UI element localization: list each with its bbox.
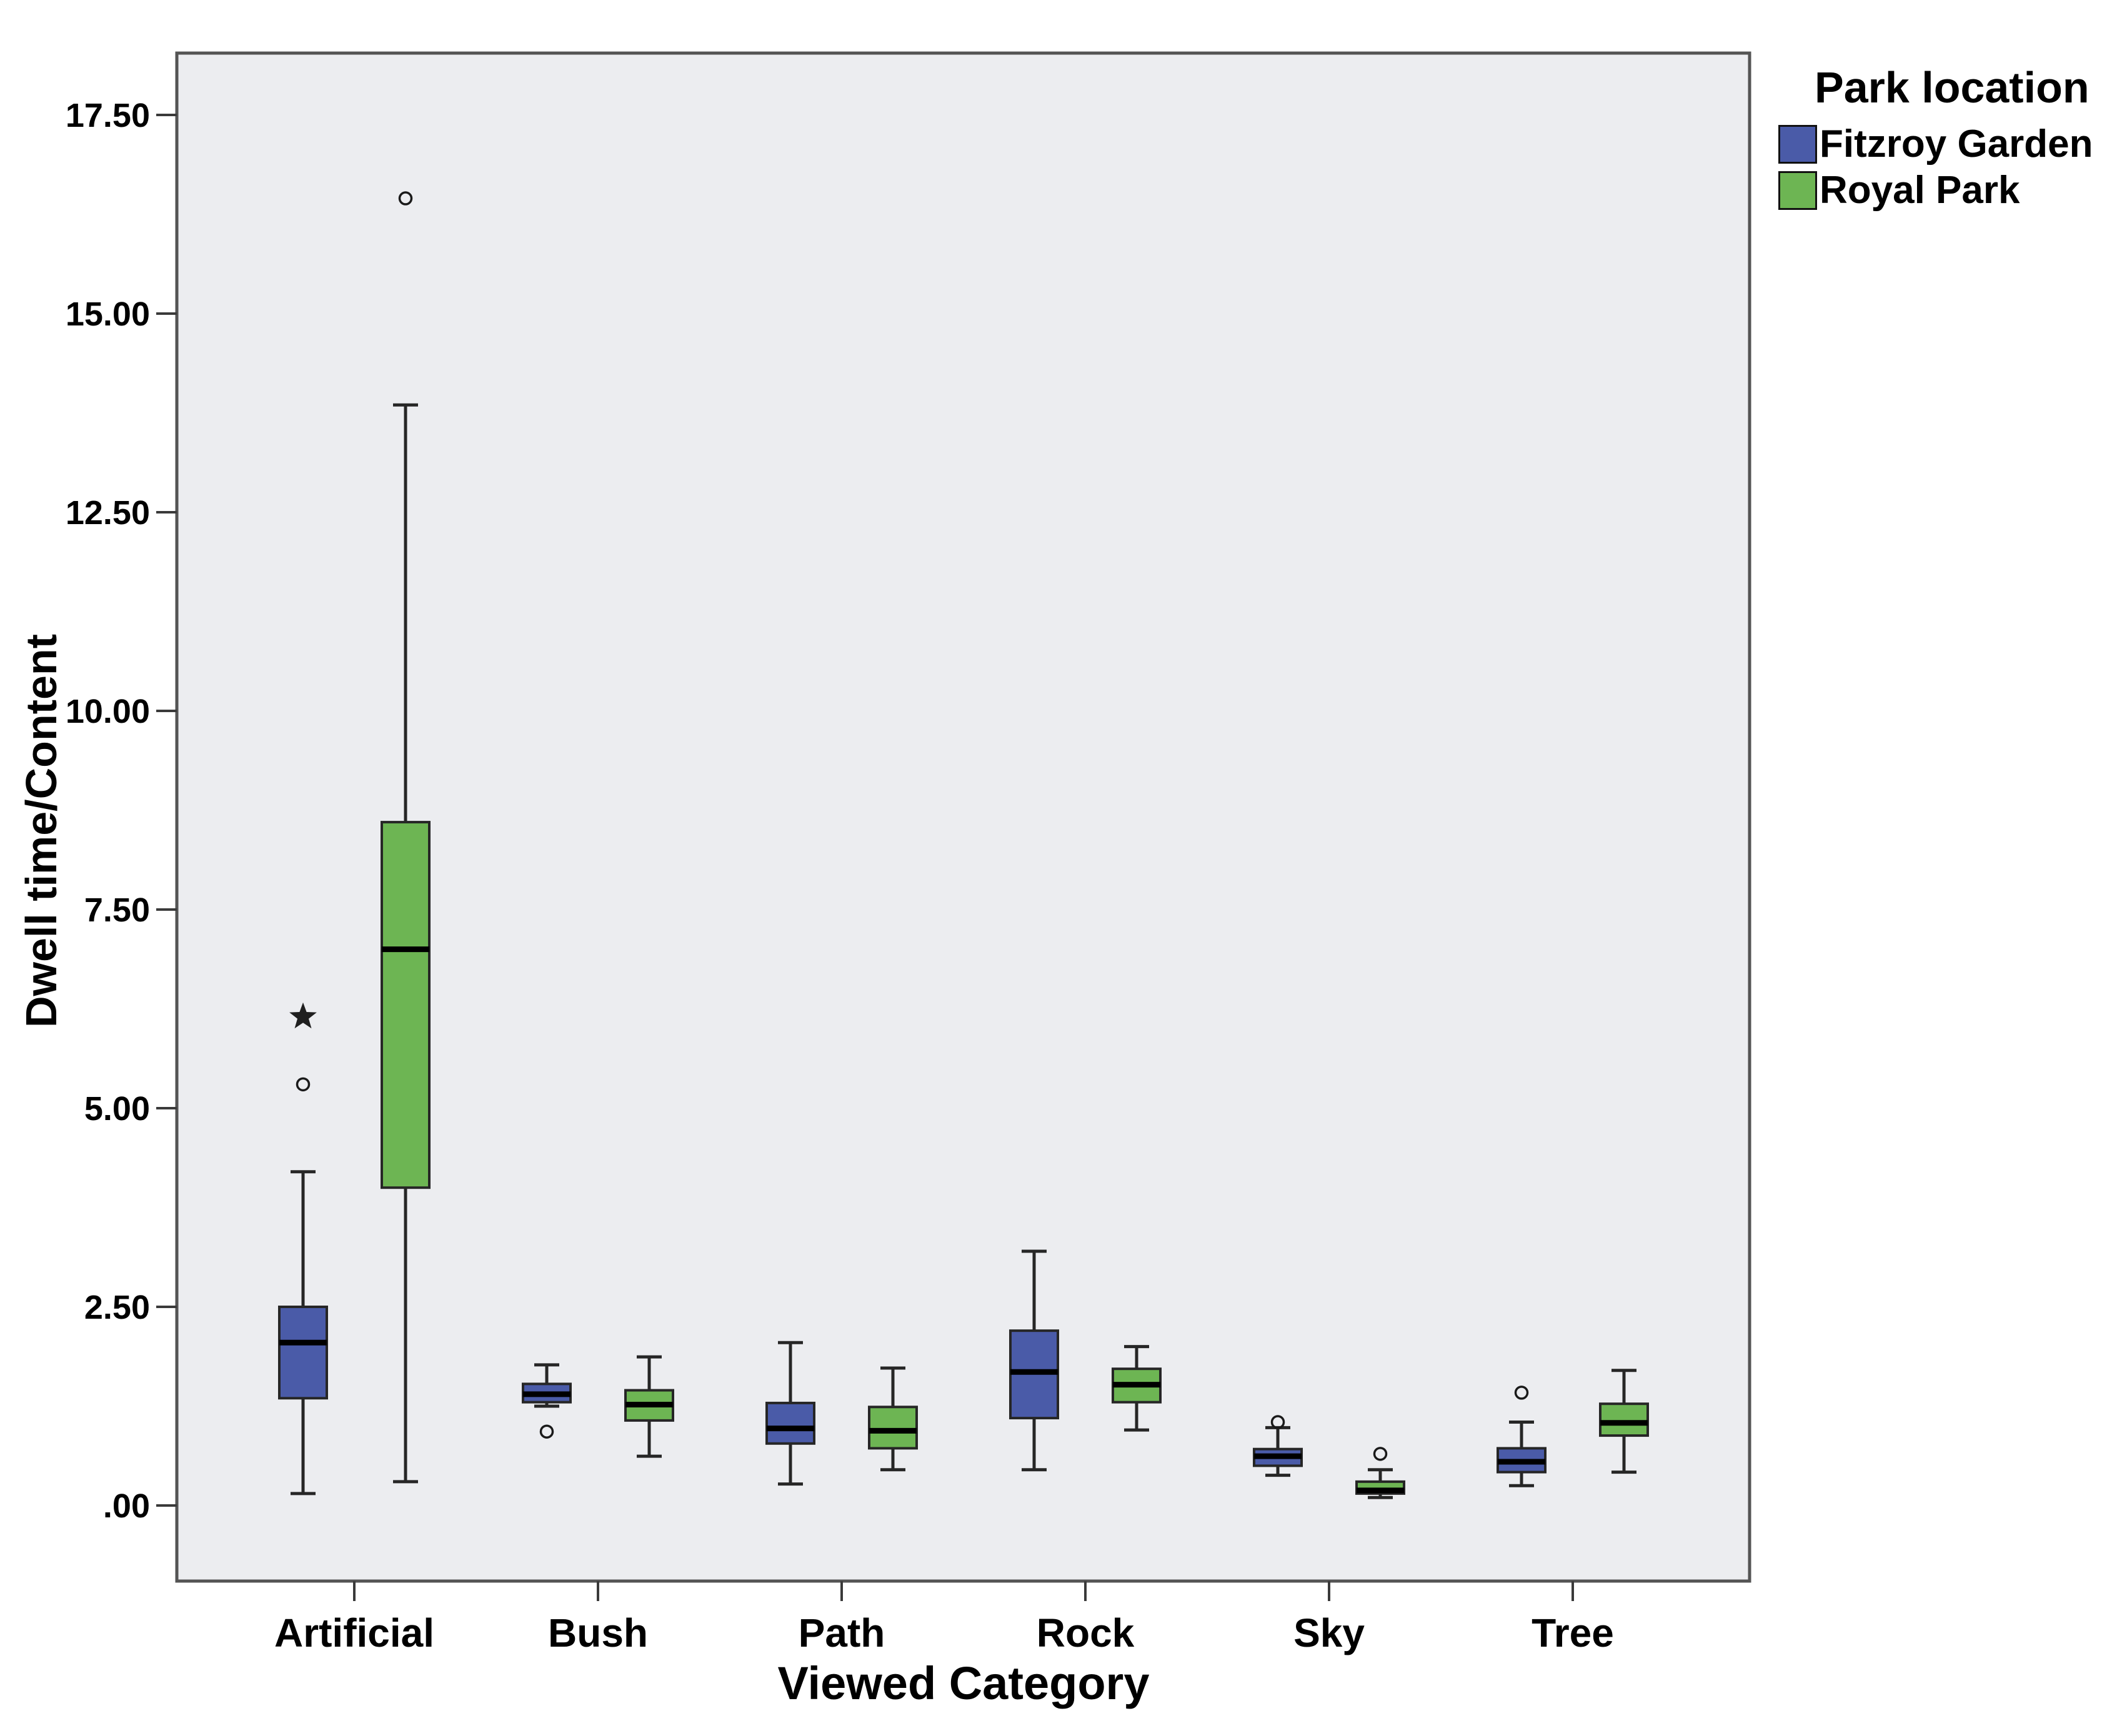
legend-swatch-royal-park	[1778, 171, 1817, 210]
y-tick-label: .00	[103, 1487, 150, 1525]
outlier-circle-artificial-fitzroy-garden	[296, 1077, 311, 1092]
x-tick-label: Tree	[1532, 1610, 1614, 1655]
x-tick-label: Sky	[1293, 1610, 1365, 1655]
x-tick-label: Rock	[1037, 1610, 1135, 1655]
outlier-circle-sky-royal-park	[1373, 1447, 1388, 1461]
y-tick-label: 12.50	[66, 494, 150, 532]
box-artificial-royal-park	[381, 821, 431, 1189]
y-tick-label: 10.00	[66, 693, 150, 730]
legend-item-fitzroy-garden: Fitzroy Garden	[1778, 125, 2093, 164]
box-tree-royal-park	[1599, 1402, 1649, 1437]
y-tick-label: 2.50	[84, 1289, 150, 1326]
x-tick-label: Bush	[548, 1610, 648, 1655]
x-tick-label: Path	[799, 1610, 885, 1655]
y-tick-label: 5.00	[84, 1090, 150, 1128]
x-axis-title: Viewed Category	[777, 1657, 1150, 1709]
x-tick-label: Artificial	[274, 1610, 434, 1655]
y-tick-label: 15.00	[66, 295, 150, 333]
outlier-circle-sky-fitzroy-garden	[1270, 1415, 1285, 1429]
legend-title: Park location	[1815, 63, 2090, 112]
legend-swatch-fitzroy-garden	[1778, 125, 1817, 164]
outlier-circle-bush-fitzroy-garden	[539, 1424, 554, 1439]
outlier-circle-artificial-royal-park	[398, 191, 413, 206]
legend-item-royal-park: Royal Park	[1778, 171, 2093, 210]
legend: Park location Fitzroy Garden Royal Park	[1778, 62, 2093, 210]
legend-label-royal-park: Royal Park	[1820, 169, 2020, 212]
y-tick-label: 7.50	[84, 891, 150, 929]
box-artificial-fitzroy-garden	[278, 1306, 328, 1400]
plot-area	[175, 51, 1751, 1583]
legend-label-fitzroy-garden: Fitzroy Garden	[1820, 122, 2093, 166]
y-tick-label: 17.50	[66, 97, 150, 134]
outlier-circle-tree-fitzroy-garden	[1514, 1386, 1529, 1400]
box-path-royal-park	[868, 1406, 918, 1450]
box-path-fitzroy-garden	[765, 1401, 815, 1445]
y-axis-title: Dwell time/Content	[17, 633, 66, 1028]
extreme-star-artificial-fitzroy-garden	[289, 1002, 317, 1029]
